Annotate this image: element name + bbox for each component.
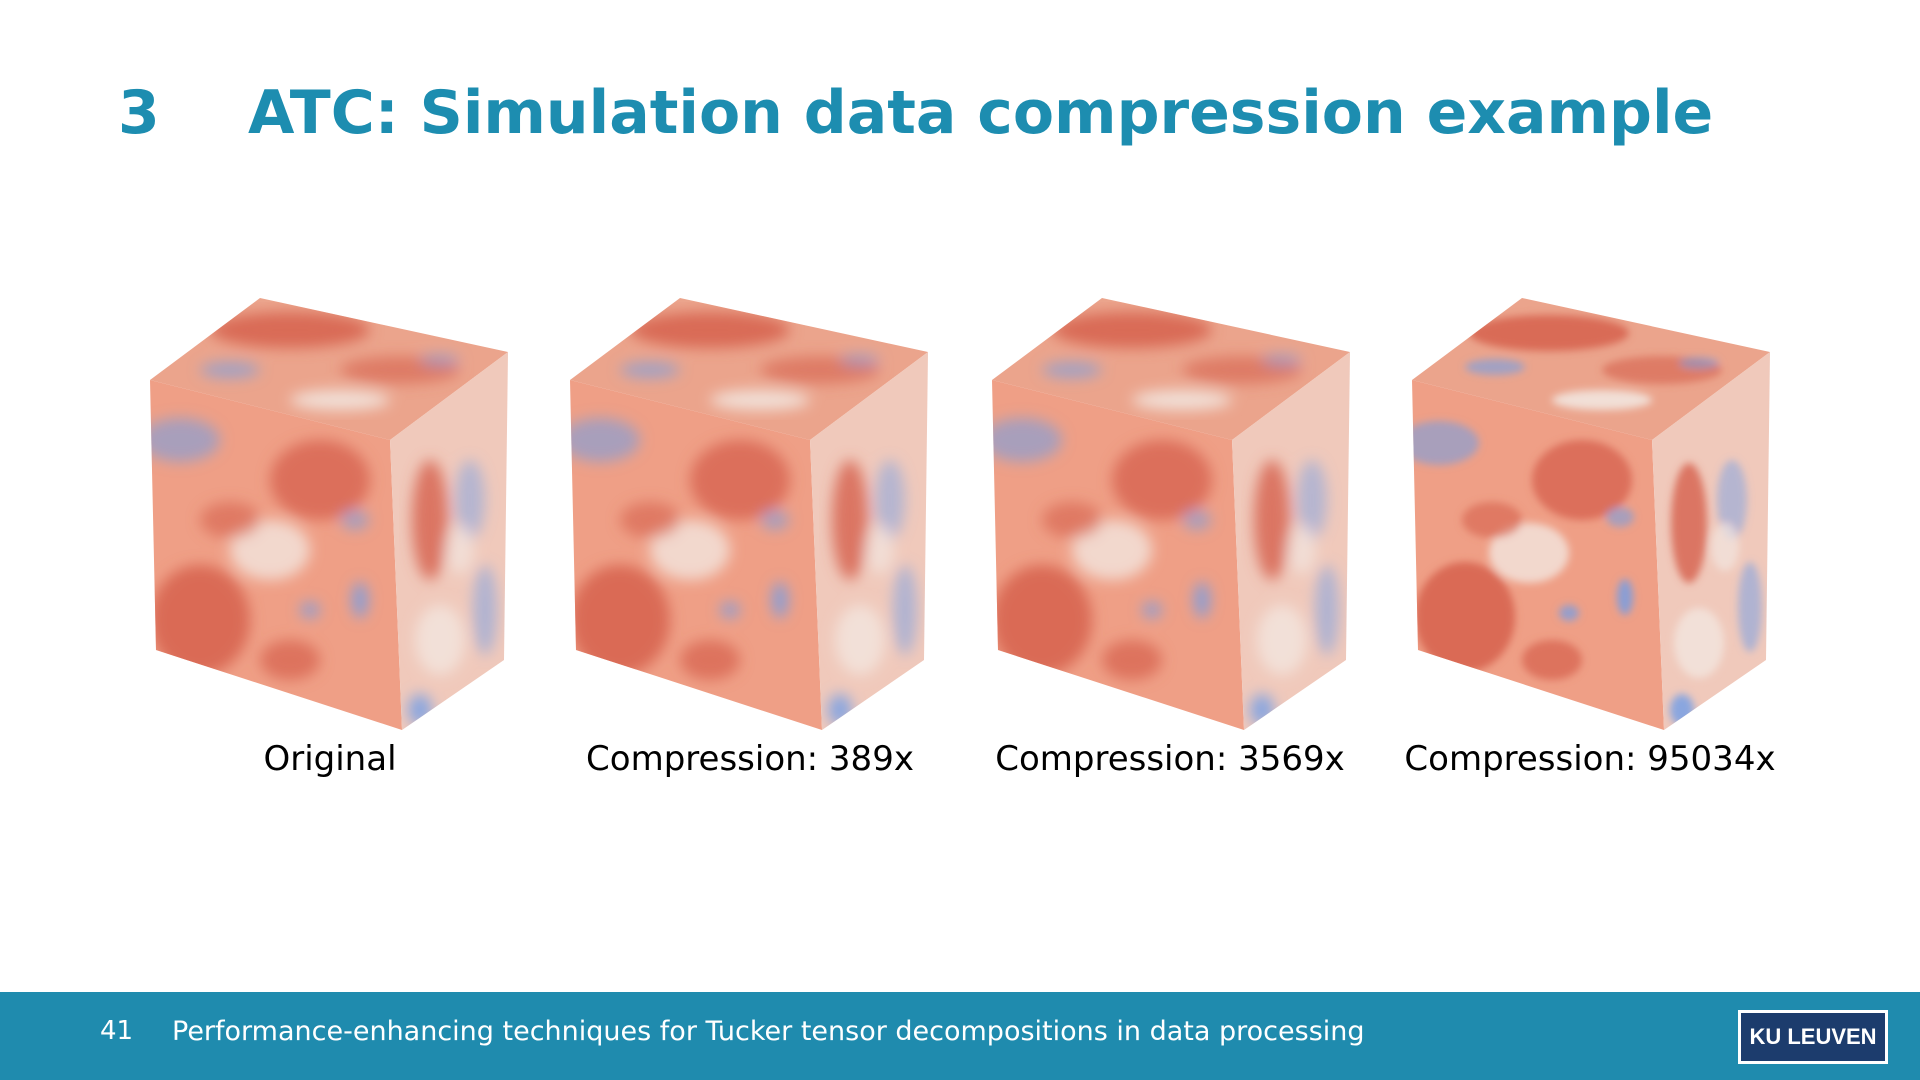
field-blob (1469, 315, 1629, 351)
field-blob (1606, 507, 1634, 527)
field-cube-graphic (150, 298, 508, 730)
field-blob (200, 502, 260, 538)
field-blob (840, 354, 880, 366)
field-blob (620, 502, 680, 538)
field-blob (1297, 460, 1327, 540)
title-text: ATC: Simulation data compression example (248, 78, 1714, 148)
field-blob (150, 565, 250, 675)
field-blob (1194, 582, 1210, 618)
field-blob (992, 418, 1062, 462)
field-blob (352, 582, 368, 618)
section-number: 3 (118, 78, 160, 148)
field-blob (761, 510, 789, 530)
field-blob (1738, 562, 1762, 652)
field-blob (1465, 359, 1525, 375)
cube-compression-3569x (982, 290, 1362, 730)
footer-talk-title: Performance-enhancing techniques for Tuc… (172, 1016, 1365, 1047)
field-blob (1254, 460, 1290, 580)
logo-text: KU LEUVEN (1749, 1024, 1877, 1049)
caption-compression-3569x: Compression: 3569x (995, 739, 1345, 779)
field-blob (1670, 694, 1694, 726)
field-blob (1489, 523, 1569, 583)
field-blob (260, 640, 320, 680)
field-blob (1679, 357, 1719, 369)
field-blob (1072, 520, 1152, 580)
field-blob (1522, 640, 1582, 680)
field-blob (210, 312, 370, 348)
field-blob (620, 362, 680, 378)
field-blob (1315, 565, 1339, 655)
field-blob (832, 460, 868, 580)
field-blob (1415, 562, 1515, 672)
field-blob (415, 605, 465, 675)
caption-original: Original (263, 739, 397, 779)
cube-compression-95034x (1402, 290, 1782, 730)
cube-compression-389x (560, 290, 940, 730)
field-cube-graphic (570, 298, 928, 730)
field-blob (230, 520, 310, 580)
field-blob (1042, 362, 1102, 378)
field-blob (1671, 463, 1707, 583)
field-blob (150, 418, 220, 462)
field-blob (412, 460, 448, 580)
field-blob (1142, 602, 1162, 618)
field-blob (1532, 440, 1632, 520)
field-blob (446, 526, 474, 574)
field-blob (1711, 523, 1739, 571)
field-blob (650, 520, 730, 580)
field-blob (992, 565, 1092, 675)
field-blob (1257, 605, 1307, 675)
field-blob (270, 440, 370, 520)
field-blob (1288, 526, 1316, 574)
field-blob (1552, 390, 1652, 410)
field-blob (1132, 390, 1232, 410)
field-blob (1112, 440, 1212, 520)
field-blob (875, 460, 905, 540)
field-blob (200, 362, 260, 378)
page-number: 41 (100, 1016, 134, 1046)
figure-row: Original Compression: 389x Compression: … (140, 290, 1782, 779)
cube-original (140, 290, 520, 730)
field-cube-graphic (992, 298, 1350, 730)
field-blob (455, 460, 485, 540)
caption-compression-95034x: Compression: 95034x (1404, 739, 1776, 779)
ku-leuven-logo: KU LEUVEN (1738, 1010, 1888, 1064)
field-cube-graphic (1412, 298, 1770, 730)
caption-compression-389x: Compression: 389x (586, 739, 914, 779)
field-blob (893, 565, 917, 655)
field-blob (1412, 421, 1479, 465)
field-blob (866, 526, 894, 574)
field-blob (772, 582, 788, 618)
field-blob (690, 440, 790, 520)
field-blob (828, 694, 852, 726)
field-blob (341, 510, 369, 530)
field-blob (835, 605, 885, 675)
field-blob (710, 390, 810, 410)
field-blob (1262, 354, 1302, 366)
slide-title: 3 ATC: Simulation data compression exampl… (118, 78, 1713, 148)
field-blob (1617, 579, 1633, 615)
field-blob (1052, 312, 1212, 348)
field-blob (1042, 502, 1102, 538)
footer-bar: 41 Performance-enhancing techniques for … (0, 992, 1920, 1080)
field-blob (680, 640, 740, 680)
field-blob (1102, 640, 1162, 680)
field-blob (630, 312, 790, 348)
field-blob (570, 418, 640, 462)
field-blob (720, 602, 740, 618)
field-blob (1717, 460, 1747, 540)
field-blob (1559, 605, 1579, 621)
field-blob (408, 694, 432, 726)
field-blob (300, 602, 320, 618)
field-blob (290, 390, 390, 410)
field-blob (570, 565, 670, 675)
field-blob (1674, 608, 1724, 678)
field-blob (1183, 510, 1211, 530)
field-blob (1462, 502, 1522, 538)
field-blob (1250, 694, 1274, 726)
field-blob (473, 565, 497, 655)
field-blob (420, 354, 460, 366)
